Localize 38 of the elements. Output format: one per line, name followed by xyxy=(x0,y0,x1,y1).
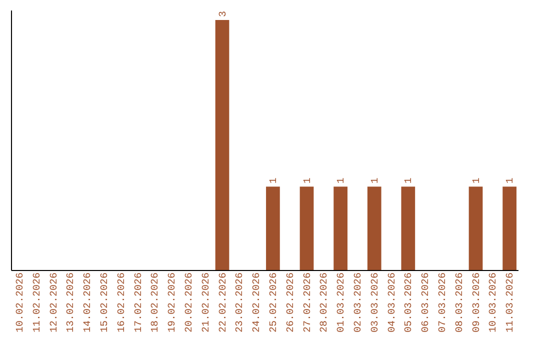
x-tick-label: 21.02.2026 xyxy=(201,272,212,333)
x-tick-label: 08.03.2026 xyxy=(454,272,466,333)
x-tick-label: 23.02.2026 xyxy=(235,272,246,333)
x-tick-label: 06.03.2026 xyxy=(421,272,432,333)
x-tick-label: 15.02.2026 xyxy=(100,272,111,333)
x-tick-label: 25.02.2026 xyxy=(268,272,280,333)
x-tick-label: 11.03.2026 xyxy=(506,272,517,333)
data-label: 3 xyxy=(218,10,230,17)
x-tick-label: 18.02.2026 xyxy=(150,272,162,333)
x-tick-label: 19.02.2026 xyxy=(168,272,179,333)
x-tick-label: 01.03.2026 xyxy=(336,272,348,333)
x-tick-label: 05.03.2026 xyxy=(404,272,416,333)
data-label: 1 xyxy=(404,178,416,184)
x-tick-label: 10.02.2026 xyxy=(15,272,26,333)
data-label: 1 xyxy=(268,178,280,184)
x-tick-label: 02.03.2026 xyxy=(353,272,364,333)
x-tick-label: 24.02.2026 xyxy=(252,272,264,333)
x-tick-label: 13.02.2026 xyxy=(66,272,78,333)
data-label: 1 xyxy=(370,178,382,184)
x-tick-label: 11.02.2026 xyxy=(32,272,44,333)
x-tick-label: 09.03.2026 xyxy=(472,272,483,333)
x-tick-label: 03.03.2026 xyxy=(370,272,382,333)
x-tick-label: 12.02.2026 xyxy=(49,272,60,333)
data-label: 1 xyxy=(336,178,348,184)
data-label: 1 xyxy=(302,178,314,184)
x-tick-label: 07.03.2026 xyxy=(438,272,449,333)
x-tick-label: 17.02.2026 xyxy=(134,272,145,333)
x-tick-label: 04.03.2026 xyxy=(387,272,398,333)
x-tick-label: 22.02.2026 xyxy=(218,272,230,333)
x-tick-label: 27.02.2026 xyxy=(302,272,314,333)
x-tick-label: 16.02.2026 xyxy=(116,272,128,333)
x-tick-label: 20.02.2026 xyxy=(184,272,196,333)
data-label: 1 xyxy=(506,178,517,184)
data-label: 1 xyxy=(472,178,483,184)
x-tick-label: 10.03.2026 xyxy=(488,272,500,333)
x-tick-label: 28.02.2026 xyxy=(320,272,331,333)
x-tick-label: 26.02.2026 xyxy=(286,272,297,333)
x-tick-label: 14.02.2026 xyxy=(83,272,94,333)
